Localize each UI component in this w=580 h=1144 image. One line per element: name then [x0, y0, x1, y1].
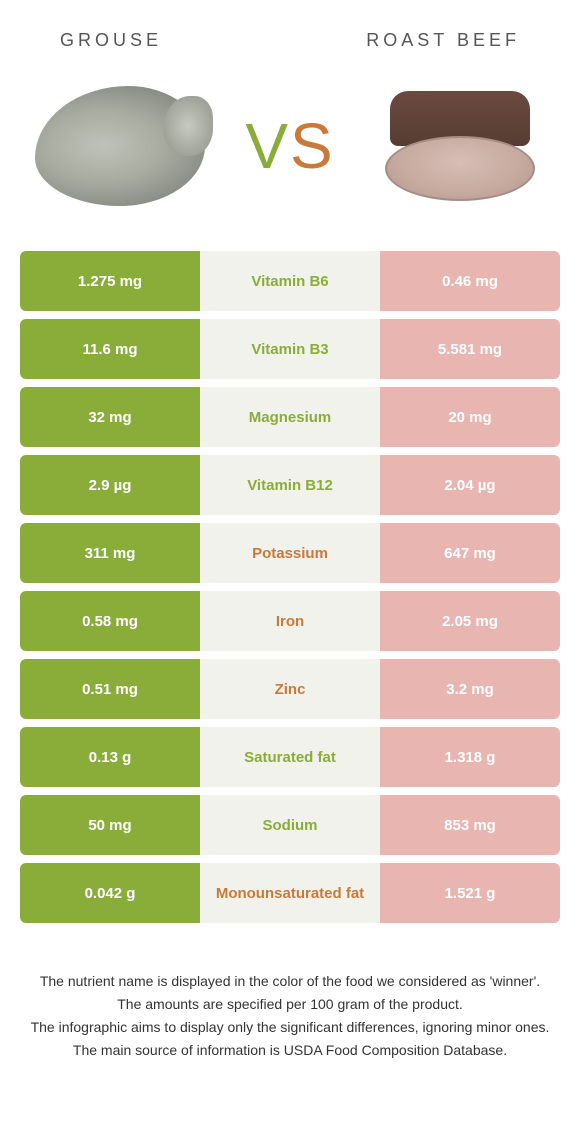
- right-value: 1.521 g: [380, 863, 560, 923]
- table-row: 1.275 mgVitamin B60.46 mg: [20, 251, 560, 311]
- right-value: 2.05 mg: [380, 591, 560, 651]
- beef-illustration: [380, 91, 540, 201]
- right-value: 20 mg: [380, 387, 560, 447]
- table-row: 50 mgSodium853 mg: [20, 795, 560, 855]
- left-value: 11.6 mg: [20, 319, 200, 379]
- table-row: 311 mgPotassium647 mg: [20, 523, 560, 583]
- header: GROUSE ROAST BEEF: [0, 0, 580, 61]
- nutrient-name: Iron: [200, 591, 380, 651]
- footnote-line: The nutrient name is displayed in the co…: [30, 971, 550, 992]
- right-value: 1.318 g: [380, 727, 560, 787]
- table-row: 32 mgMagnesium20 mg: [20, 387, 560, 447]
- nutrient-name: Potassium: [200, 523, 380, 583]
- right-food-image: [360, 71, 560, 221]
- vs-s: S: [290, 110, 335, 182]
- right-value: 853 mg: [380, 795, 560, 855]
- left-value: 0.51 mg: [20, 659, 200, 719]
- right-value: 2.04 µg: [380, 455, 560, 515]
- table-row: 0.51 mgZinc3.2 mg: [20, 659, 560, 719]
- left-value: 311 mg: [20, 523, 200, 583]
- nutrient-name: Saturated fat: [200, 727, 380, 787]
- right-food-title: ROAST BEEF: [366, 30, 520, 51]
- footnote-line: The infographic aims to display only the…: [30, 1017, 550, 1038]
- right-value: 5.581 mg: [380, 319, 560, 379]
- table-row: 11.6 mgVitamin B35.581 mg: [20, 319, 560, 379]
- left-value: 0.13 g: [20, 727, 200, 787]
- footnotes: The nutrient name is displayed in the co…: [0, 931, 580, 1061]
- nutrient-name: Monounsaturated fat: [200, 863, 380, 923]
- left-value: 0.042 g: [20, 863, 200, 923]
- right-value: 3.2 mg: [380, 659, 560, 719]
- left-value: 0.58 mg: [20, 591, 200, 651]
- left-food-title: GROUSE: [60, 30, 162, 51]
- grouse-illustration: [35, 86, 205, 206]
- table-row: 0.58 mgIron2.05 mg: [20, 591, 560, 651]
- hero-section: VS: [0, 61, 580, 251]
- table-row: 0.13 gSaturated fat1.318 g: [20, 727, 560, 787]
- footnote-line: The amounts are specified per 100 gram o…: [30, 994, 550, 1015]
- right-value: 647 mg: [380, 523, 560, 583]
- nutrient-table: 1.275 mgVitamin B60.46 mg11.6 mgVitamin …: [0, 251, 580, 923]
- nutrient-name: Zinc: [200, 659, 380, 719]
- nutrient-name: Magnesium: [200, 387, 380, 447]
- table-row: 2.9 µgVitamin B122.04 µg: [20, 455, 560, 515]
- left-food-image: [20, 71, 220, 221]
- nutrient-name: Vitamin B3: [200, 319, 380, 379]
- nutrient-name: Vitamin B12: [200, 455, 380, 515]
- right-value: 0.46 mg: [380, 251, 560, 311]
- nutrient-name: Sodium: [200, 795, 380, 855]
- table-row: 0.042 gMonounsaturated fat1.521 g: [20, 863, 560, 923]
- left-value: 2.9 µg: [20, 455, 200, 515]
- footnote-line: The main source of information is USDA F…: [30, 1040, 550, 1061]
- nutrient-name: Vitamin B6: [200, 251, 380, 311]
- vs-v: V: [245, 110, 290, 182]
- left-value: 50 mg: [20, 795, 200, 855]
- left-value: 1.275 mg: [20, 251, 200, 311]
- vs-label: VS: [245, 109, 334, 183]
- left-value: 32 mg: [20, 387, 200, 447]
